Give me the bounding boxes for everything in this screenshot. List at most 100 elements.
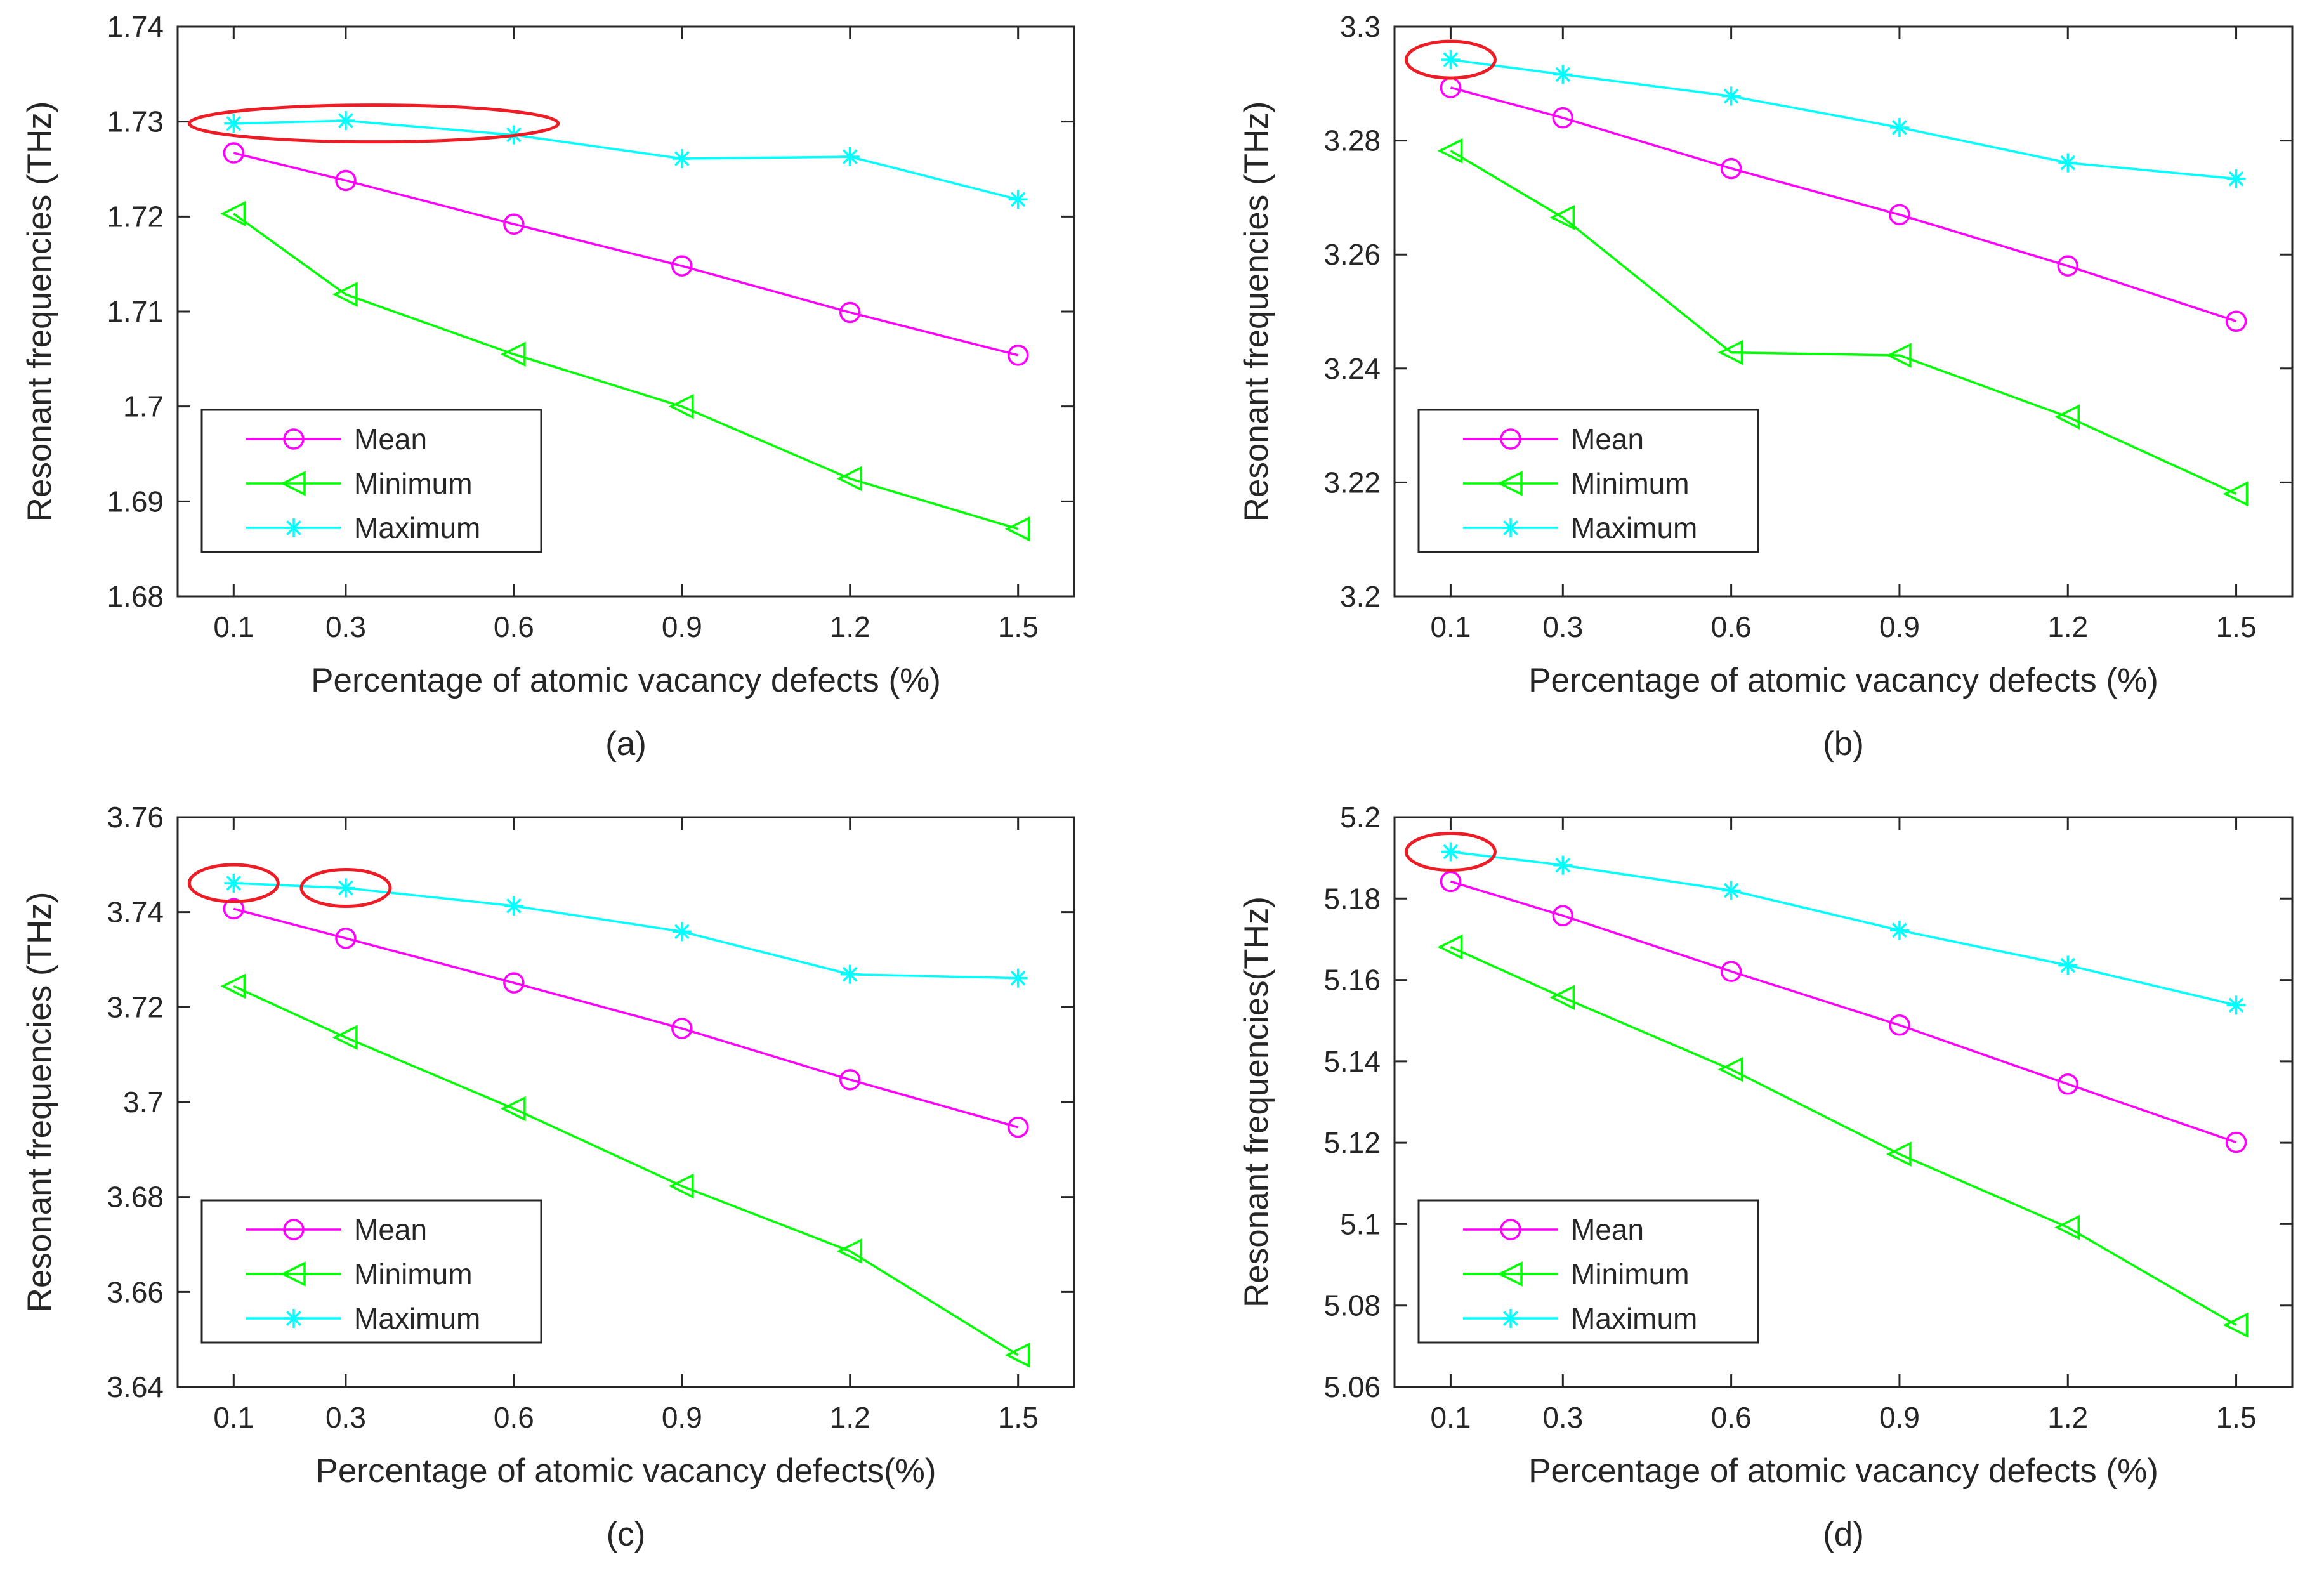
x-tick-label: 0.1 [213, 1401, 254, 1434]
legend-item-minimum: Minimum [1463, 1257, 1690, 1290]
data-point-triangle [2222, 1312, 2249, 1338]
series-minimum [1437, 138, 2249, 507]
data-point-asterisk [1721, 86, 1741, 106]
asterisk-stroke [2228, 171, 2244, 187]
legend-label: Minimum [354, 467, 473, 500]
data-point-circle [503, 972, 525, 994]
series-line [233, 985, 1019, 1356]
data-point-triangle [1549, 985, 1575, 1010]
data-point-asterisk [284, 1309, 303, 1328]
y-tick-label: 1.7 [123, 390, 164, 423]
x-axis-label: Percentage of atomic vacancy defects (%) [1528, 1452, 2158, 1490]
x-tick-label: 1.2 [2047, 1401, 2088, 1434]
data-point-triangle [1437, 934, 1463, 960]
data-point-asterisk [1008, 190, 1028, 209]
y-tick-label: 5.18 [1323, 882, 1381, 915]
legend-item-mean: Mean [1463, 1213, 1644, 1246]
data-point-triangle [2054, 1214, 2080, 1240]
data-point-circle [1889, 204, 1910, 226]
series-line [1450, 880, 2237, 1144]
y-axis-label: Resonant frequencies (THz) [21, 892, 58, 1313]
y-tick-label: 3.68 [107, 1181, 164, 1214]
asterisk-stroke [506, 898, 522, 914]
data-point-asterisk [1501, 518, 1520, 537]
data-point-circle [335, 169, 357, 192]
asterisk-stroke [338, 113, 353, 129]
x-axis-label: Percentage of atomic vacancy defects (%) [311, 662, 941, 699]
series-line [1450, 86, 2237, 322]
y-tick-label: 3.7 [123, 1086, 164, 1119]
data-point-asterisk [284, 518, 303, 537]
asterisk-stroke [2060, 155, 2076, 171]
series-maximum [224, 874, 1028, 988]
asterisk-stroke [842, 966, 858, 982]
legend-label: Maximum [354, 1302, 480, 1335]
highlight-ellipse [187, 863, 280, 903]
data-point-triangle [836, 466, 862, 492]
data-point-circle [1552, 905, 1574, 926]
data-point-asterisk [224, 874, 244, 893]
data-point-triangle [500, 1096, 526, 1122]
asterisk-stroke [1892, 120, 1907, 135]
legend-item-minimum: Minimum [1463, 467, 1690, 500]
asterisk-stroke [2060, 957, 2076, 973]
x-tick-label: 1.5 [2216, 610, 2257, 643]
data-point-asterisk [1008, 968, 1028, 988]
data-point-asterisk [336, 878, 355, 898]
data-point-asterisk [840, 147, 860, 167]
legend-item-mean: Mean [1463, 423, 1644, 456]
x-tick-label: 1.5 [998, 1401, 1039, 1434]
asterisk-stroke [674, 924, 690, 940]
asterisk-stroke [1555, 67, 1571, 82]
y-tick-label: 5.06 [1323, 1370, 1381, 1403]
data-point-triangle [1717, 339, 1743, 365]
data-point-triangle [1004, 1343, 1030, 1368]
y-tick-label: 3.74 [107, 896, 164, 929]
legend-item-maximum: Maximum [246, 511, 480, 544]
x-tick-label: 0.6 [494, 1401, 534, 1434]
x-tick-label: 0.6 [494, 610, 534, 643]
legend-label: Maximum [354, 511, 480, 544]
x-tick-label: 1.5 [998, 610, 1039, 643]
asterisk-stroke [338, 880, 353, 896]
data-point-asterisk [1553, 855, 1573, 875]
legend-item-maximum: Maximum [1463, 1302, 1697, 1335]
data-point-triangle [220, 201, 246, 226]
data-point-circle [1007, 1116, 1029, 1138]
asterisk-stroke [226, 115, 242, 131]
panel-caption: (d) [1823, 1516, 1864, 1553]
series-line [1450, 58, 2236, 180]
data-point-triangle [1004, 516, 1030, 542]
y-tick-label: 5.12 [1323, 1126, 1381, 1159]
y-tick-label: 1.71 [107, 295, 164, 328]
data-point-asterisk [2226, 995, 2246, 1015]
data-point-triangle [1437, 138, 1463, 164]
y-tick-label: 1.69 [107, 485, 164, 518]
data-point-triangle [668, 393, 694, 419]
x-tick-label: 1.2 [830, 610, 870, 643]
data-point-circle [2225, 310, 2247, 332]
chart-panel-b: 3.2 3.22 3.24 3.26 3.28 3.3 0.1 0.3 0.6 0.9 1.2 1.5… [1238, 10, 2294, 763]
asterisk-stroke [674, 151, 690, 166]
highlight-ellipse [299, 868, 392, 909]
data-point-circle [2225, 1131, 2247, 1153]
data-point-asterisk [2226, 169, 2246, 188]
y-tick-label: 3.76 [107, 801, 164, 834]
data-point-circle [1007, 345, 1029, 366]
y-tick-label: 3.22 [1323, 466, 1381, 499]
chart-panel-a: 1.68 1.69 1.7 1.71 1.72 1.73 1.74 0.1 0.3 0.6 0.9 1… [21, 10, 1075, 763]
series-line [1450, 946, 2237, 1327]
data-point-circle [223, 898, 245, 920]
series-mean [1440, 870, 2247, 1153]
y-axis-label: Resonant frequencies (THz) [1238, 102, 1275, 522]
x-tick-label: 0.1 [213, 610, 254, 643]
data-point-circle [283, 1219, 305, 1240]
series-minimum [1437, 934, 2249, 1338]
asterisk-stroke [1443, 52, 1459, 67]
data-point-asterisk [1441, 50, 1461, 70]
x-tick-label: 1.2 [830, 1401, 870, 1434]
x-tick-label: 0.9 [662, 610, 702, 643]
asterisk-stroke [1010, 192, 1026, 207]
asterisk-stroke [1723, 88, 1739, 104]
y-tick-label: 3.26 [1323, 238, 1381, 271]
